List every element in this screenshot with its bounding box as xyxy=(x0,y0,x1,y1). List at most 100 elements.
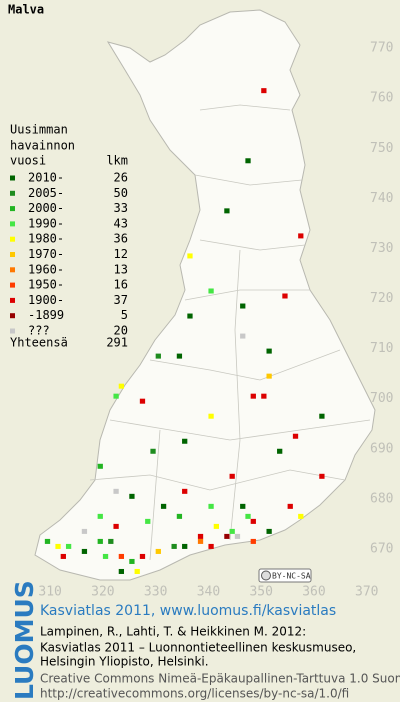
observation-square xyxy=(139,398,146,404)
y-tick-label: 670 xyxy=(370,541,393,556)
legend-swatch xyxy=(10,297,15,303)
x-tick-label: 370 xyxy=(355,585,378,600)
x-tick-label: 340 xyxy=(197,585,220,600)
observation-square xyxy=(102,553,109,559)
legend-count: 50 xyxy=(114,186,128,200)
citation: Lampinen, R., Lahti, T. & Heikkinen M. 2… xyxy=(40,625,306,639)
observation-square xyxy=(44,538,51,544)
legend-count: 36 xyxy=(114,232,128,246)
observation-squares xyxy=(44,88,325,574)
observation-square xyxy=(97,538,103,544)
observation-square xyxy=(129,493,135,499)
observation-square xyxy=(229,473,235,479)
legend-label: 1980- xyxy=(28,232,64,246)
observation-square xyxy=(113,523,119,529)
observation-square xyxy=(139,553,146,559)
observation-square xyxy=(208,503,214,509)
observation-square xyxy=(282,293,288,299)
observation-square xyxy=(250,518,256,524)
legend-total-label: Yhteensä xyxy=(10,336,68,350)
observation-square xyxy=(176,353,183,359)
legend-label: 2000- xyxy=(28,201,64,215)
observation-square xyxy=(250,393,256,399)
legend-swatch xyxy=(10,175,15,181)
observation-square xyxy=(65,543,72,549)
logo: LUOMUS xyxy=(10,580,39,700)
x-tick-label: 310 xyxy=(38,585,61,600)
legend-count: 16 xyxy=(114,278,128,292)
legend-total: 291 xyxy=(106,336,128,350)
observation-square xyxy=(81,548,88,554)
badge-icon xyxy=(261,570,271,581)
legend-swatch xyxy=(10,190,15,196)
legend-count: 20 xyxy=(114,324,128,338)
observation-square xyxy=(187,253,193,259)
observation-square xyxy=(266,528,272,534)
legend-swatch xyxy=(10,236,15,242)
legend-count: 26 xyxy=(114,171,128,185)
observation-square xyxy=(155,548,161,554)
observation-square xyxy=(224,208,230,214)
observation-square xyxy=(298,233,304,239)
legend-swatch xyxy=(10,267,15,273)
legend-label: 2010- xyxy=(28,171,64,185)
y-tick-label: 750 xyxy=(370,141,393,156)
observation-square xyxy=(240,303,246,309)
legend-label: 1970- xyxy=(28,247,64,261)
observation-square xyxy=(60,553,66,559)
observation-square xyxy=(97,513,103,519)
legend-count: 13 xyxy=(114,262,128,276)
observation-square xyxy=(160,503,167,509)
legend-label: 1900- xyxy=(28,293,64,307)
x-tick-label: 320 xyxy=(91,585,114,600)
observation-square xyxy=(266,373,272,379)
legend-swatch xyxy=(10,252,15,257)
observation-square xyxy=(118,383,125,389)
observation-square xyxy=(208,413,214,419)
observation-square xyxy=(234,533,241,539)
observation-square xyxy=(319,413,325,419)
badge-text: BY-NC-SA xyxy=(272,572,311,581)
observation-square xyxy=(287,503,293,509)
observation-square xyxy=(245,158,251,164)
legend-title: havainnon xyxy=(10,139,75,153)
observation-square xyxy=(208,543,214,549)
y-tick-label: 690 xyxy=(370,441,393,456)
legend-count: 5 xyxy=(121,308,128,322)
observation-square xyxy=(113,488,119,494)
y-tick-label: 760 xyxy=(370,91,393,106)
axis-labels: 310 320 330 340 350 360 370 670 680 690 700 710 720 7… xyxy=(38,41,393,600)
observation-square xyxy=(250,538,256,544)
observation-square xyxy=(176,513,183,519)
finland-outline xyxy=(34,9,376,581)
observation-square xyxy=(108,538,114,544)
y-tick-label: 740 xyxy=(370,191,393,206)
observation-square xyxy=(208,288,214,294)
observation-square xyxy=(155,353,161,359)
observation-square xyxy=(277,448,283,454)
observation-square xyxy=(182,488,188,494)
observation-square xyxy=(261,393,267,399)
observation-square xyxy=(240,503,246,509)
observation-square xyxy=(97,463,103,469)
observation-square xyxy=(182,543,188,549)
legend-swatch xyxy=(10,221,15,227)
observation-square xyxy=(118,568,125,574)
legend-label: ??? xyxy=(28,324,50,338)
headline: Kasviatlas 2011, www.luomus.fi/kasviatla… xyxy=(40,603,336,619)
legend-count: 12 xyxy=(114,247,128,261)
observation-square xyxy=(182,438,188,444)
legend-label: 1960- xyxy=(28,262,64,276)
legend-count-header: lkm xyxy=(106,154,128,168)
legend-swatch xyxy=(10,206,15,212)
y-tick-label: 720 xyxy=(370,291,393,306)
legend-title: Uusimman xyxy=(10,123,68,137)
legend-label: 2005- xyxy=(28,186,64,200)
observation-square xyxy=(187,313,193,319)
observation-square xyxy=(150,448,156,454)
legend-count: 43 xyxy=(114,216,128,230)
observation-square xyxy=(118,553,125,559)
legend-count: 37 xyxy=(114,293,128,307)
observation-square xyxy=(145,518,151,524)
